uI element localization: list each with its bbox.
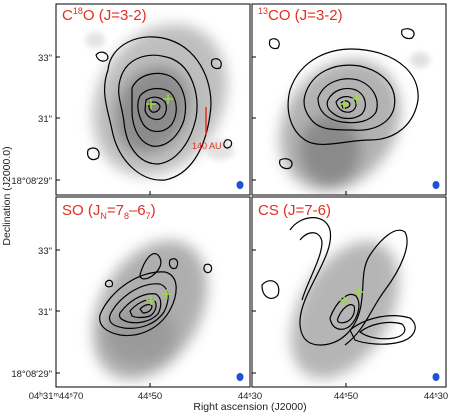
x-tick-label: 44ˢ30 bbox=[424, 391, 448, 402]
x-tick-label: 44ˢ50 bbox=[138, 391, 162, 402]
beam-ellipse bbox=[236, 373, 244, 381]
greyscale-emission bbox=[279, 52, 430, 191]
scale-bar: 140 AU bbox=[192, 107, 222, 151]
panel-title: C18O (J=3-2) bbox=[62, 6, 147, 24]
source-markers bbox=[339, 287, 364, 305]
panel-title: SO (JN=78–67) bbox=[62, 202, 156, 221]
x-tick-labels: 04ʰ31ᵐ44ˢ70 44ˢ50 44ˢ30 44ˢ50 44ˢ30 bbox=[29, 391, 448, 402]
tick-marks bbox=[56, 56, 347, 387]
source-cross-1 bbox=[339, 295, 349, 305]
contours bbox=[87, 36, 233, 181]
panel-13co: 13CO (J=3-2) bbox=[251, 3, 447, 196]
panel-title: 13CO (J=3-2) bbox=[258, 6, 343, 24]
x-tick-label: 44ˢ30 bbox=[238, 391, 262, 402]
y-tick-label: 31" bbox=[38, 114, 52, 125]
source-cross-1 bbox=[146, 99, 156, 109]
y-tick-label: 18°08′29" bbox=[11, 176, 52, 187]
source-cross-1 bbox=[339, 99, 349, 109]
contours bbox=[261, 217, 416, 346]
y-tick-label: 18°08′29" bbox=[11, 369, 52, 380]
beam-ellipse bbox=[432, 181, 440, 189]
source-cross-2 bbox=[352, 94, 362, 104]
beam-ellipse bbox=[236, 181, 244, 189]
contours bbox=[268, 28, 419, 170]
beam-ellipse bbox=[432, 373, 440, 381]
y-tick-labels: 33" 31" 18°08′29" 33" 31" 18°08′29" bbox=[11, 53, 52, 380]
panel-title: CS (J=7-6) bbox=[258, 202, 331, 219]
y-tick-label: 33" bbox=[38, 246, 52, 257]
x-tick-label: 04ʰ31ᵐ44ˢ70 bbox=[29, 391, 84, 402]
contours bbox=[99, 253, 213, 337]
x-tick-label: 44ˢ50 bbox=[334, 391, 358, 402]
scale-bar-label: 140 AU bbox=[192, 141, 222, 151]
source-cross-2 bbox=[354, 287, 364, 297]
y-tick-label: 33" bbox=[38, 53, 52, 64]
source-cross-1 bbox=[146, 295, 156, 305]
source-markers bbox=[339, 94, 362, 109]
panel-so: SO (JN=78–67) bbox=[55, 196, 251, 388]
source-markers bbox=[146, 94, 173, 109]
y-tick-label: 31" bbox=[38, 307, 52, 318]
source-cross-2 bbox=[163, 94, 173, 104]
x-axis-title: Right ascension (J2000) bbox=[193, 401, 306, 412]
panel-c18o: 140 AU C18O (J=3-2) bbox=[55, 3, 251, 196]
source-markers bbox=[146, 289, 172, 305]
y-axis-title: Declination (J2000.0) bbox=[1, 146, 13, 245]
greyscale-emission bbox=[85, 24, 234, 176]
panel-cs: CS (J=7-6) bbox=[251, 196, 447, 388]
source-cross-2 bbox=[162, 289, 172, 299]
